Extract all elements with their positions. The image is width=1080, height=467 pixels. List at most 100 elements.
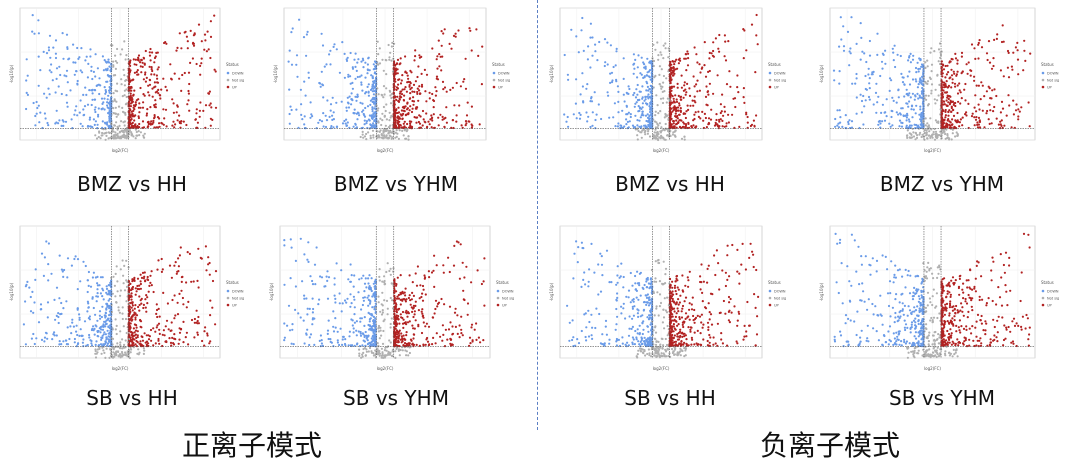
point-not-sig xyxy=(385,299,389,302)
point-down xyxy=(78,316,81,319)
point-up xyxy=(404,55,407,58)
point-up xyxy=(142,126,146,129)
point-down xyxy=(329,49,332,52)
point-up xyxy=(139,273,142,276)
point-up xyxy=(1008,104,1011,107)
point-up xyxy=(131,115,134,118)
point-not-sig xyxy=(101,131,104,135)
point-not-sig xyxy=(661,85,664,88)
point-down xyxy=(85,93,88,96)
point-not-sig xyxy=(912,135,916,138)
point-up xyxy=(133,63,136,66)
point-up xyxy=(131,113,134,116)
point-down xyxy=(362,333,365,336)
point-down xyxy=(349,75,352,78)
point-up xyxy=(134,105,137,108)
point-up xyxy=(407,113,410,116)
point-up xyxy=(940,62,943,66)
point-up xyxy=(699,71,702,74)
point-down xyxy=(66,47,69,51)
point-up xyxy=(411,107,414,110)
point-down xyxy=(362,59,365,62)
point-down xyxy=(842,45,846,48)
point-up xyxy=(208,273,211,276)
legend-entry: DOWN xyxy=(498,72,510,76)
point-down xyxy=(645,89,648,92)
point-up xyxy=(162,77,165,80)
point-down xyxy=(98,314,101,317)
point-up xyxy=(973,124,976,127)
point-up xyxy=(195,112,198,115)
point-up xyxy=(204,326,207,329)
point-down xyxy=(563,113,566,116)
point-down xyxy=(332,45,335,49)
point-up xyxy=(1001,107,1005,110)
point-up xyxy=(943,103,946,106)
point-down xyxy=(372,97,375,100)
point-up xyxy=(948,95,951,98)
point-down xyxy=(364,330,367,334)
point-down xyxy=(321,44,325,47)
point-down xyxy=(101,120,104,123)
point-down xyxy=(612,116,615,119)
point-down xyxy=(288,112,291,116)
point-up xyxy=(675,100,679,103)
point-down xyxy=(917,70,920,73)
point-down xyxy=(25,91,28,94)
point-up xyxy=(136,73,139,76)
point-down xyxy=(360,81,363,84)
point-down xyxy=(915,104,918,107)
point-not-sig xyxy=(116,132,119,135)
point-up xyxy=(973,47,976,50)
point-down xyxy=(650,114,653,117)
point-down xyxy=(60,124,63,127)
point-down xyxy=(900,107,903,110)
point-up xyxy=(138,288,141,291)
point-not-sig xyxy=(114,60,117,63)
point-not-sig xyxy=(923,131,926,134)
point-down xyxy=(323,65,326,68)
point-down xyxy=(892,51,895,54)
point-down xyxy=(335,48,338,51)
point-down xyxy=(91,276,94,279)
point-down xyxy=(110,294,113,297)
point-not-sig xyxy=(653,120,657,123)
point-up xyxy=(983,126,986,129)
point-not-sig xyxy=(384,58,387,62)
point-up xyxy=(181,296,184,300)
point-up xyxy=(942,64,945,67)
point-down xyxy=(581,16,584,20)
volcano-plot-6: log2(FC) -log10(p) Status DOWN Not sig UP xyxy=(268,224,528,372)
point-down xyxy=(59,73,62,77)
point-down xyxy=(110,307,113,310)
point-up xyxy=(685,91,688,94)
point-up xyxy=(137,305,140,309)
point-up xyxy=(208,90,211,93)
point-not-sig xyxy=(382,136,385,140)
point-not-sig xyxy=(135,130,138,134)
point-down xyxy=(649,110,652,114)
point-down xyxy=(371,87,374,90)
point-down xyxy=(86,300,89,303)
point-not-sig xyxy=(114,328,117,331)
point-down xyxy=(614,125,617,128)
point-down xyxy=(355,69,358,72)
point-up xyxy=(161,268,164,271)
point-not-sig xyxy=(905,134,909,137)
point-up xyxy=(940,65,943,69)
point-up xyxy=(944,110,947,113)
point-up xyxy=(958,125,961,128)
point-not-sig xyxy=(121,306,124,309)
point-not-sig xyxy=(407,138,410,141)
point-up xyxy=(148,65,151,68)
point-up xyxy=(395,68,398,71)
point-down xyxy=(63,268,66,272)
point-down xyxy=(321,83,324,86)
point-up xyxy=(186,47,189,50)
point-up xyxy=(437,39,440,42)
point-down xyxy=(368,328,371,331)
point-not-sig xyxy=(119,289,122,292)
point-down xyxy=(25,107,28,111)
point-down xyxy=(95,340,98,343)
point-up xyxy=(414,272,417,275)
